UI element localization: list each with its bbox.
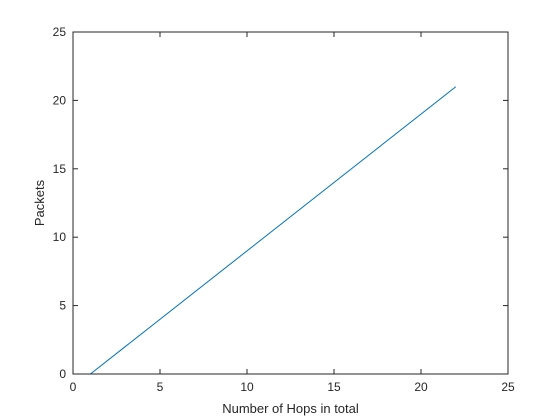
plot-area <box>90 86 457 375</box>
y-tick-label: 15 <box>53 162 67 176</box>
x-axis-label: Number of Hops in total <box>222 401 359 416</box>
x-tick-label: 10 <box>240 380 254 394</box>
y-tick-label: 25 <box>53 25 67 39</box>
y-tick-label: 20 <box>53 93 67 107</box>
x-tick-label: 0 <box>70 380 77 394</box>
y-axis-ticks: 0 5 10 15 20 25 <box>53 25 508 381</box>
y-tick-label: 5 <box>59 299 66 313</box>
axes-box <box>72 31 509 375</box>
axes: 0 5 10 15 20 25 0 5 10 15 20 25 <box>53 25 515 394</box>
y-tick-label: 0 <box>59 367 66 381</box>
x-tick-label: 15 <box>327 380 341 394</box>
x-tick-label: 25 <box>501 380 515 394</box>
y-tick-label: 10 <box>53 230 67 244</box>
series-line <box>90 86 457 375</box>
x-axis-ticks: 0 5 10 15 20 25 <box>70 32 515 394</box>
y-axis-label: Packets <box>32 179 47 226</box>
x-tick-label: 20 <box>414 380 428 394</box>
x-tick-label: 5 <box>157 380 164 394</box>
